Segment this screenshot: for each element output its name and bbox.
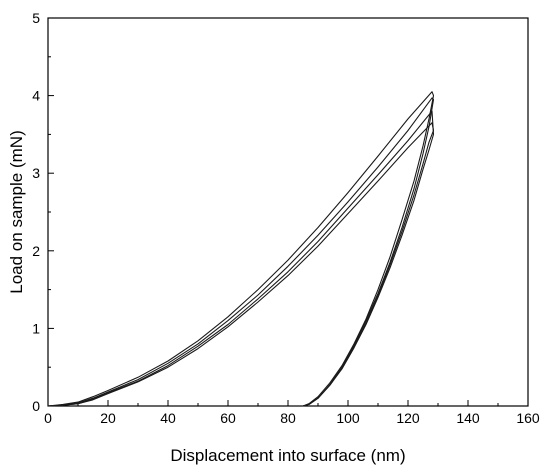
x-tick-label: 140 xyxy=(456,410,480,426)
x-axis-label: Displacement into surface (nm) xyxy=(170,446,405,465)
series-line-1 xyxy=(47,97,435,407)
y-tick-label: 3 xyxy=(32,165,40,181)
axis-ticks xyxy=(47,17,529,407)
y-tick-label: 5 xyxy=(32,10,40,26)
y-tick-label: 0 xyxy=(32,398,40,414)
y-axis-label: Load on sample (mN) xyxy=(7,130,26,293)
x-tick-label: 20 xyxy=(100,410,116,426)
series-line-3 xyxy=(47,110,435,407)
x-tick-label: 0 xyxy=(44,410,52,426)
y-tick-label: 4 xyxy=(32,88,40,104)
plot-frame xyxy=(47,17,529,407)
tick-labels: 0 20 40 60 80 100 120 140 160 0 1 2 3 4 5 xyxy=(32,10,540,426)
x-tick-label: 80 xyxy=(280,410,296,426)
x-tick-label: 60 xyxy=(220,410,236,426)
x-tick-label: 40 xyxy=(160,410,176,426)
x-tick-label: 160 xyxy=(516,410,540,426)
y-tick-label: 1 xyxy=(32,320,40,336)
series-group xyxy=(47,91,435,407)
y-tick-label: 2 xyxy=(32,243,40,259)
series-line-4 xyxy=(47,122,435,407)
x-tick-label: 120 xyxy=(396,410,420,426)
x-tick-label: 100 xyxy=(336,410,360,426)
series-line-2 xyxy=(47,91,435,407)
